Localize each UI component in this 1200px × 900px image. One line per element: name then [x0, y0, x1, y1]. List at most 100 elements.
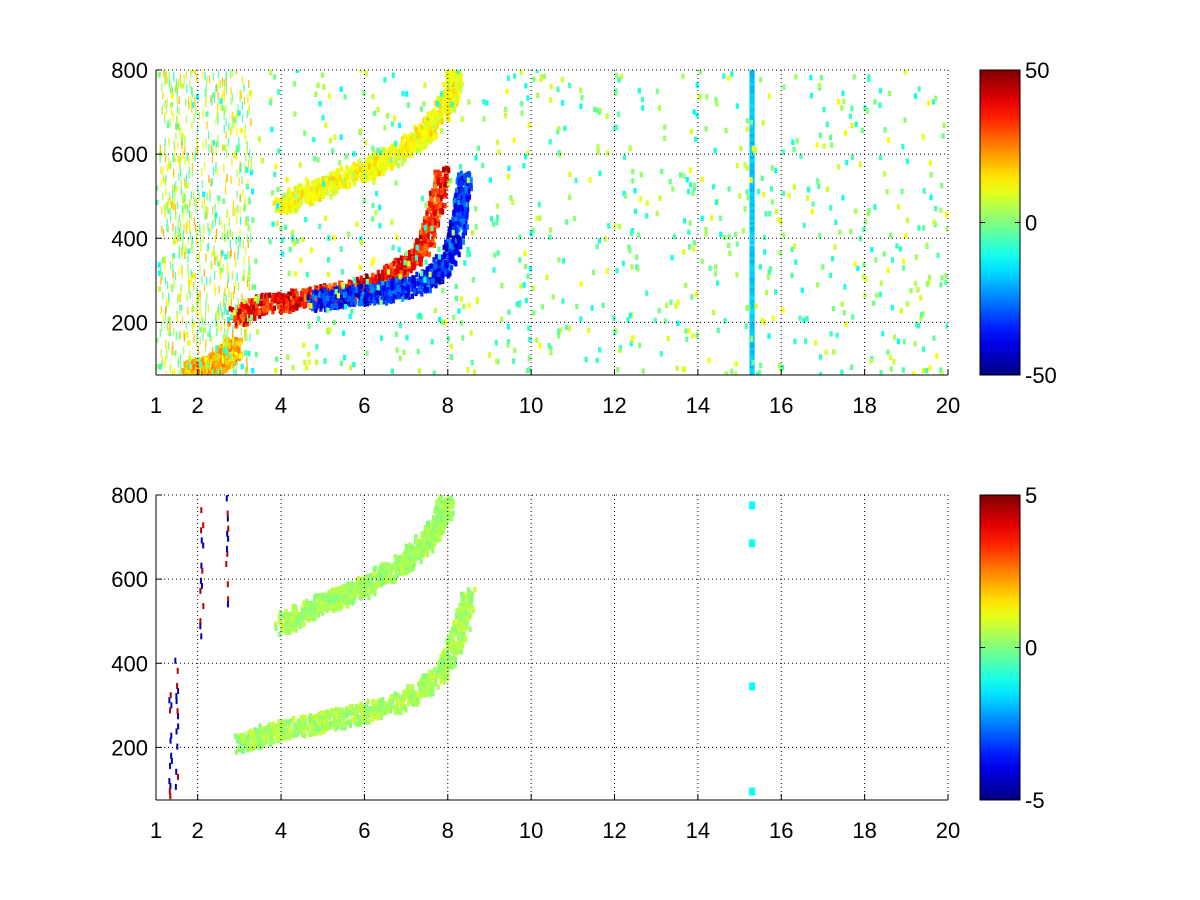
heatmap-cell	[197, 377, 200, 383]
heatmap-cell	[309, 293, 313, 300]
heatmap-cell	[411, 264, 415, 270]
heatmap-cell	[749, 323, 755, 331]
heatmap-cell	[294, 207, 298, 214]
heatmap-cell	[528, 266, 532, 272]
heatmap-cell	[924, 368, 929, 374]
heatmap-cell	[770, 165, 774, 171]
heatmap-cell	[579, 103, 583, 109]
heatmap-cell	[328, 283, 332, 289]
heatmap-cell	[792, 184, 797, 190]
heatmap-cell	[339, 86, 343, 93]
heatmap-cell	[162, 313, 165, 322]
heatmap-cell	[430, 117, 434, 124]
heatmap-cell	[269, 70, 273, 76]
heatmap-cell	[753, 146, 757, 153]
heatmap-cell	[430, 213, 434, 219]
heatmap-cell	[210, 363, 215, 370]
heatmap-cell	[305, 271, 309, 278]
heatmap-cell	[376, 155, 380, 161]
heatmap-cell	[913, 93, 918, 99]
heatmap-cell	[314, 91, 318, 98]
heatmap-cell	[394, 268, 398, 275]
heatmap-cell	[300, 295, 304, 302]
heatmap-cell	[430, 197, 435, 203]
heatmap-cell	[218, 312, 220, 321]
heatmap-cell	[273, 74, 277, 80]
heatmap-cell	[381, 170, 385, 176]
heatmap-cell	[207, 331, 211, 337]
heatmap-cell	[276, 186, 280, 193]
heatmap-cell	[254, 310, 258, 316]
heatmap-cell	[794, 74, 798, 80]
heatmap-cell	[396, 264, 400, 270]
heatmap-cell	[888, 354, 893, 361]
heatmap-cell	[426, 131, 430, 138]
heatmap-cell	[341, 330, 345, 336]
heatmap-cell	[458, 242, 462, 248]
heatmap-cell	[199, 365, 203, 371]
heatmap-cell	[439, 195, 443, 202]
heatmap-cell	[919, 295, 923, 301]
heatmap-cell	[290, 229, 295, 236]
heatmap-cell	[175, 181, 177, 190]
heatmap-cell	[549, 97, 553, 103]
heatmap-cell	[395, 347, 399, 353]
heatmap-cell	[167, 198, 169, 207]
heatmap-cell	[607, 223, 611, 229]
heatmap-cell	[439, 95, 443, 102]
heatmap-cell	[815, 142, 819, 148]
heatmap-cell	[684, 282, 688, 289]
heatmap-cell	[463, 260, 467, 266]
heatmap-cell	[416, 348, 420, 355]
heatmap-cell	[809, 74, 813, 81]
heatmap-cell	[404, 141, 408, 147]
heatmap-cell	[168, 341, 170, 350]
heatmap-cell	[209, 333, 211, 342]
heatmap-cell	[198, 112, 200, 121]
heatmap-cell	[439, 208, 443, 214]
heatmap-cell	[939, 207, 943, 214]
heatmap-cell	[284, 297, 288, 304]
heatmap-cell	[260, 292, 264, 299]
heatmap-cell	[199, 376, 202, 382]
heatmap-cell	[167, 298, 169, 307]
heatmap-cell	[500, 316, 504, 323]
heatmap-cell	[277, 291, 281, 298]
heatmap-cell	[420, 124, 424, 131]
heatmap-cell	[487, 352, 492, 358]
heatmap-cell	[399, 255, 403, 261]
heatmap-cell	[239, 94, 241, 103]
heatmap-cell	[403, 259, 407, 266]
heatmap-cell	[383, 77, 387, 83]
heatmap-cell	[382, 285, 386, 291]
heatmap-cell	[396, 267, 400, 274]
heatmap-cell	[425, 286, 429, 293]
heatmap-cell	[444, 91, 448, 97]
heatmap-cell	[192, 151, 194, 160]
heatmap-cell	[248, 79, 250, 88]
heatmap-cell	[689, 128, 693, 135]
heatmap-cell	[474, 155, 478, 161]
heatmap-cell	[228, 343, 232, 349]
heatmap-cell	[318, 100, 322, 107]
heatmap-cell	[663, 318, 667, 324]
heatmap-cell	[199, 297, 201, 306]
heatmap-cell	[211, 177, 213, 186]
heatmap-cell	[905, 158, 910, 165]
heatmap-cell	[327, 176, 331, 183]
heatmap-cell	[738, 193, 742, 199]
heatmap-cell	[434, 172, 438, 178]
heatmap-cell	[179, 213, 181, 222]
heatmap-cell	[425, 210, 429, 216]
heatmap-cell	[685, 176, 689, 183]
heatmap-cell	[321, 115, 325, 121]
heatmap-cell	[222, 144, 227, 151]
heatmap-cell	[457, 187, 461, 193]
heatmap-cell	[529, 230, 533, 237]
heatmap-cell	[424, 238, 428, 244]
heatmap-cell	[373, 158, 377, 165]
heatmap-cell	[174, 231, 176, 240]
heatmap-cell	[424, 227, 428, 234]
heatmap-cell	[467, 171, 471, 177]
heatmap-cell	[436, 197, 440, 204]
